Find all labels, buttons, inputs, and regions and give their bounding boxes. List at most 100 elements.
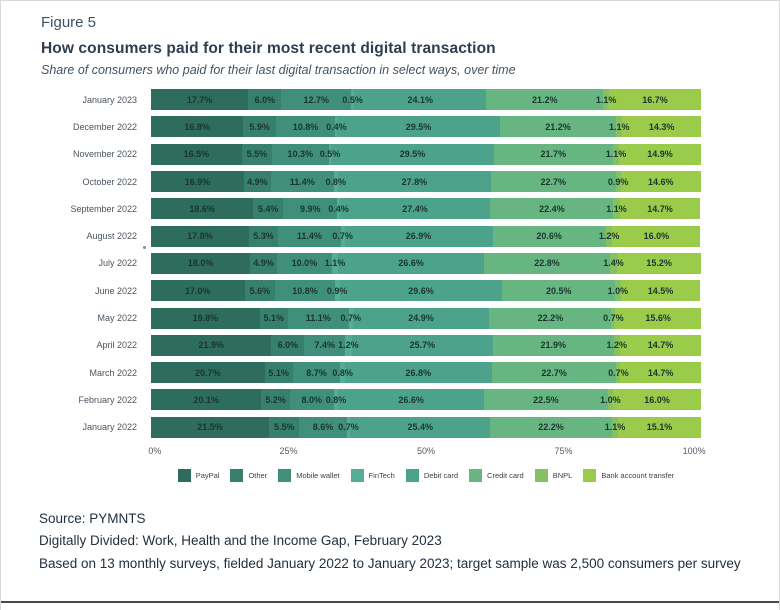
segment-value: 11.1% — [305, 313, 331, 324]
stacked-bar: 21.5% 5.5% 8.6% 0.7% 25.4% 22.2% 1.1% 15.1% — [151, 416, 702, 438]
legend-label: FinTech — [368, 470, 395, 480]
segment-value: 4.9% — [253, 258, 274, 269]
bar-segment-fintech: 1.2% — [338, 334, 359, 356]
segment-value: 27.8% — [401, 176, 428, 187]
legend-swatch — [534, 468, 548, 482]
segment-value: 14.9% — [647, 149, 673, 160]
segment-value: 20.6% — [536, 231, 562, 242]
bar-segment-debit-card: 29.5% — [331, 143, 494, 165]
segment-value: 16.0% — [643, 231, 670, 242]
segment-value: 1.2% — [606, 340, 628, 351]
segment-value: 8.6% — [312, 422, 334, 433]
row-label: March 2022 — [89, 367, 137, 378]
segment-value: 22.8% — [534, 258, 560, 269]
segment-value: 21.7% — [540, 149, 567, 160]
segment-value: 21.9% — [198, 340, 224, 351]
chart-rows: January 2023 17.7% 6.0% 12.7% 0.5% 24.1% 21.2%… — [1, 86, 779, 441]
segment-value: 8.0% — [301, 394, 323, 405]
chart-row: December 2022 16.8% 5.9% 10.8% 0.4% 29.5% 21.2… — [1, 113, 779, 140]
segment-value: 20.5% — [546, 285, 572, 296]
bar-segment-paypal: 19.8% — [151, 307, 260, 329]
x-axis-tick: 25% — [279, 445, 298, 456]
bar-segment-mobile-wallet: 8.7% — [292, 362, 341, 384]
bar-segment-fintech: 0.5% — [320, 143, 340, 165]
chart-row: January 2023 17.7% 6.0% 12.7% 0.5% 24.1% 21.2%… — [1, 86, 779, 113]
segment-value: 6.0% — [277, 340, 299, 351]
chart-row: August 2022 17.8% 5.3% 11.4% 0.7% 26.9% 20.6% 1… — [1, 222, 779, 249]
bar-segment-bnpl: 0.7% — [603, 307, 624, 329]
segment-value: 19.8% — [192, 313, 219, 324]
bar-segment-credit-card: 22.7% — [490, 171, 616, 193]
segment-value: 22.2% — [538, 422, 564, 433]
legend-item: Mobile wallet — [278, 468, 340, 482]
segment-value: 0.7% — [340, 313, 361, 324]
bar-segment-mobile-wallet: 11.1% — [287, 307, 349, 329]
segment-value: 14.3% — [648, 121, 675, 132]
segment-value: 16.0% — [644, 394, 670, 405]
segment-value: 7.4% — [314, 340, 336, 351]
bar-segment-bnpl: 1.1% — [606, 143, 626, 165]
stacked-bar: 20.1% 5.2% 8.0% 0.8% 26.6% 22.5% 1.0% 16.0% — [151, 389, 701, 411]
bar-segment-other: 6.0% — [248, 89, 282, 111]
bar-segment-other: 5.9% — [243, 116, 276, 138]
bar-segment-bnpl: 0.7% — [608, 362, 629, 384]
source-line: Source: PYMNTS — [39, 510, 146, 526]
segment-value: 26.6% — [398, 394, 424, 405]
segment-value: 21.2% — [532, 94, 558, 105]
bar-segment-bnpl: 1.1% — [605, 416, 625, 438]
bar-segment-paypal: 16.9% — [151, 171, 244, 193]
x-axis-tick: 0% — [148, 445, 162, 456]
legend-item: FinTech — [350, 468, 395, 482]
segment-value: 14.7% — [647, 340, 674, 351]
segment-value: 11.4% — [289, 176, 315, 187]
legend-label: Other — [248, 470, 268, 480]
bar-segment-credit-card: 22.2% — [489, 307, 612, 329]
bar-segment-bank-account-transfer: 15.2% — [617, 252, 701, 274]
stacked-bar-chart: January 2023 17.7% 6.0% 12.7% 0.5% 24.1% 21.2%… — [1, 86, 779, 482]
stacked-bar: 21.9% 6.0% 7.4% 1.2% 25.7% 21.9% 1.2% 14.7% — [151, 334, 701, 356]
legend-swatch — [583, 468, 597, 482]
segment-value: 1.1% — [605, 149, 627, 160]
row-label: May 2022 — [97, 313, 137, 324]
segment-value: 22.5% — [533, 394, 559, 405]
segment-value: 29.5% — [399, 149, 426, 160]
legend-swatch — [278, 468, 292, 482]
segment-value: 0.5% — [319, 149, 341, 160]
segment-value: 17.8% — [187, 231, 213, 242]
segment-value: 20.7% — [195, 367, 221, 378]
chart-legend: PayPal Other Mobile wallet FinTech Debit car… — [151, 468, 701, 482]
report-title-line: Digitally Divided: Work, Health and the … — [39, 533, 442, 549]
segment-value: 5.2% — [265, 394, 286, 405]
segment-value: 14.6% — [648, 176, 674, 187]
bar-segment-bnpl: 1.1% — [596, 89, 616, 111]
segment-value: 1.1% — [595, 94, 617, 105]
row-label: June 2022 — [94, 285, 137, 296]
row-label: January 2023 — [82, 94, 137, 105]
bar-segment-debit-card: 26.8% — [344, 362, 492, 384]
bar-segment-bnpl: 1.0% — [608, 280, 628, 302]
segment-value: 29.6% — [408, 285, 434, 296]
x-axis: 0% 25% 50% 75% 100% — [148, 445, 705, 460]
x-axis-tick: 75% — [554, 445, 573, 456]
legend-label: Debit card — [423, 470, 459, 480]
segment-value: 5.1% — [263, 313, 285, 324]
segment-value: 1.1% — [609, 121, 630, 132]
artifact-dot — [143, 246, 146, 249]
segment-value: 9.9% — [299, 203, 321, 214]
bar-segment-credit-card: 21.2% — [486, 89, 604, 111]
bar-segment-debit-card: 24.9% — [352, 307, 490, 329]
segment-value: 17.7% — [186, 94, 213, 105]
bar-segment-mobile-wallet: 8.0% — [289, 389, 334, 411]
segment-value: 25.7% — [409, 340, 436, 351]
bar-segment-other: 5.5% — [269, 416, 300, 438]
segment-value: 4.9% — [247, 176, 268, 187]
bar-segment-other: 5.5% — [241, 143, 272, 165]
segment-value: 0.4% — [328, 203, 349, 214]
row-label: December 2022 — [72, 121, 137, 132]
chart-row: October 2022 16.9% 4.9% 11.4% 0.8% 27.8% 22.7%… — [1, 168, 779, 195]
bar-segment-bank-account-transfer: 14.6% — [620, 171, 701, 193]
bar-segment-fintech: 0.5% — [342, 89, 363, 111]
chart-row: March 2022 20.7% 5.1% 8.7% 0.8% 26.8% 22.7% 0.7… — [1, 359, 779, 386]
segment-value: 15.6% — [645, 313, 671, 324]
bar-segment-bank-account-transfer: 15.1% — [618, 416, 702, 438]
